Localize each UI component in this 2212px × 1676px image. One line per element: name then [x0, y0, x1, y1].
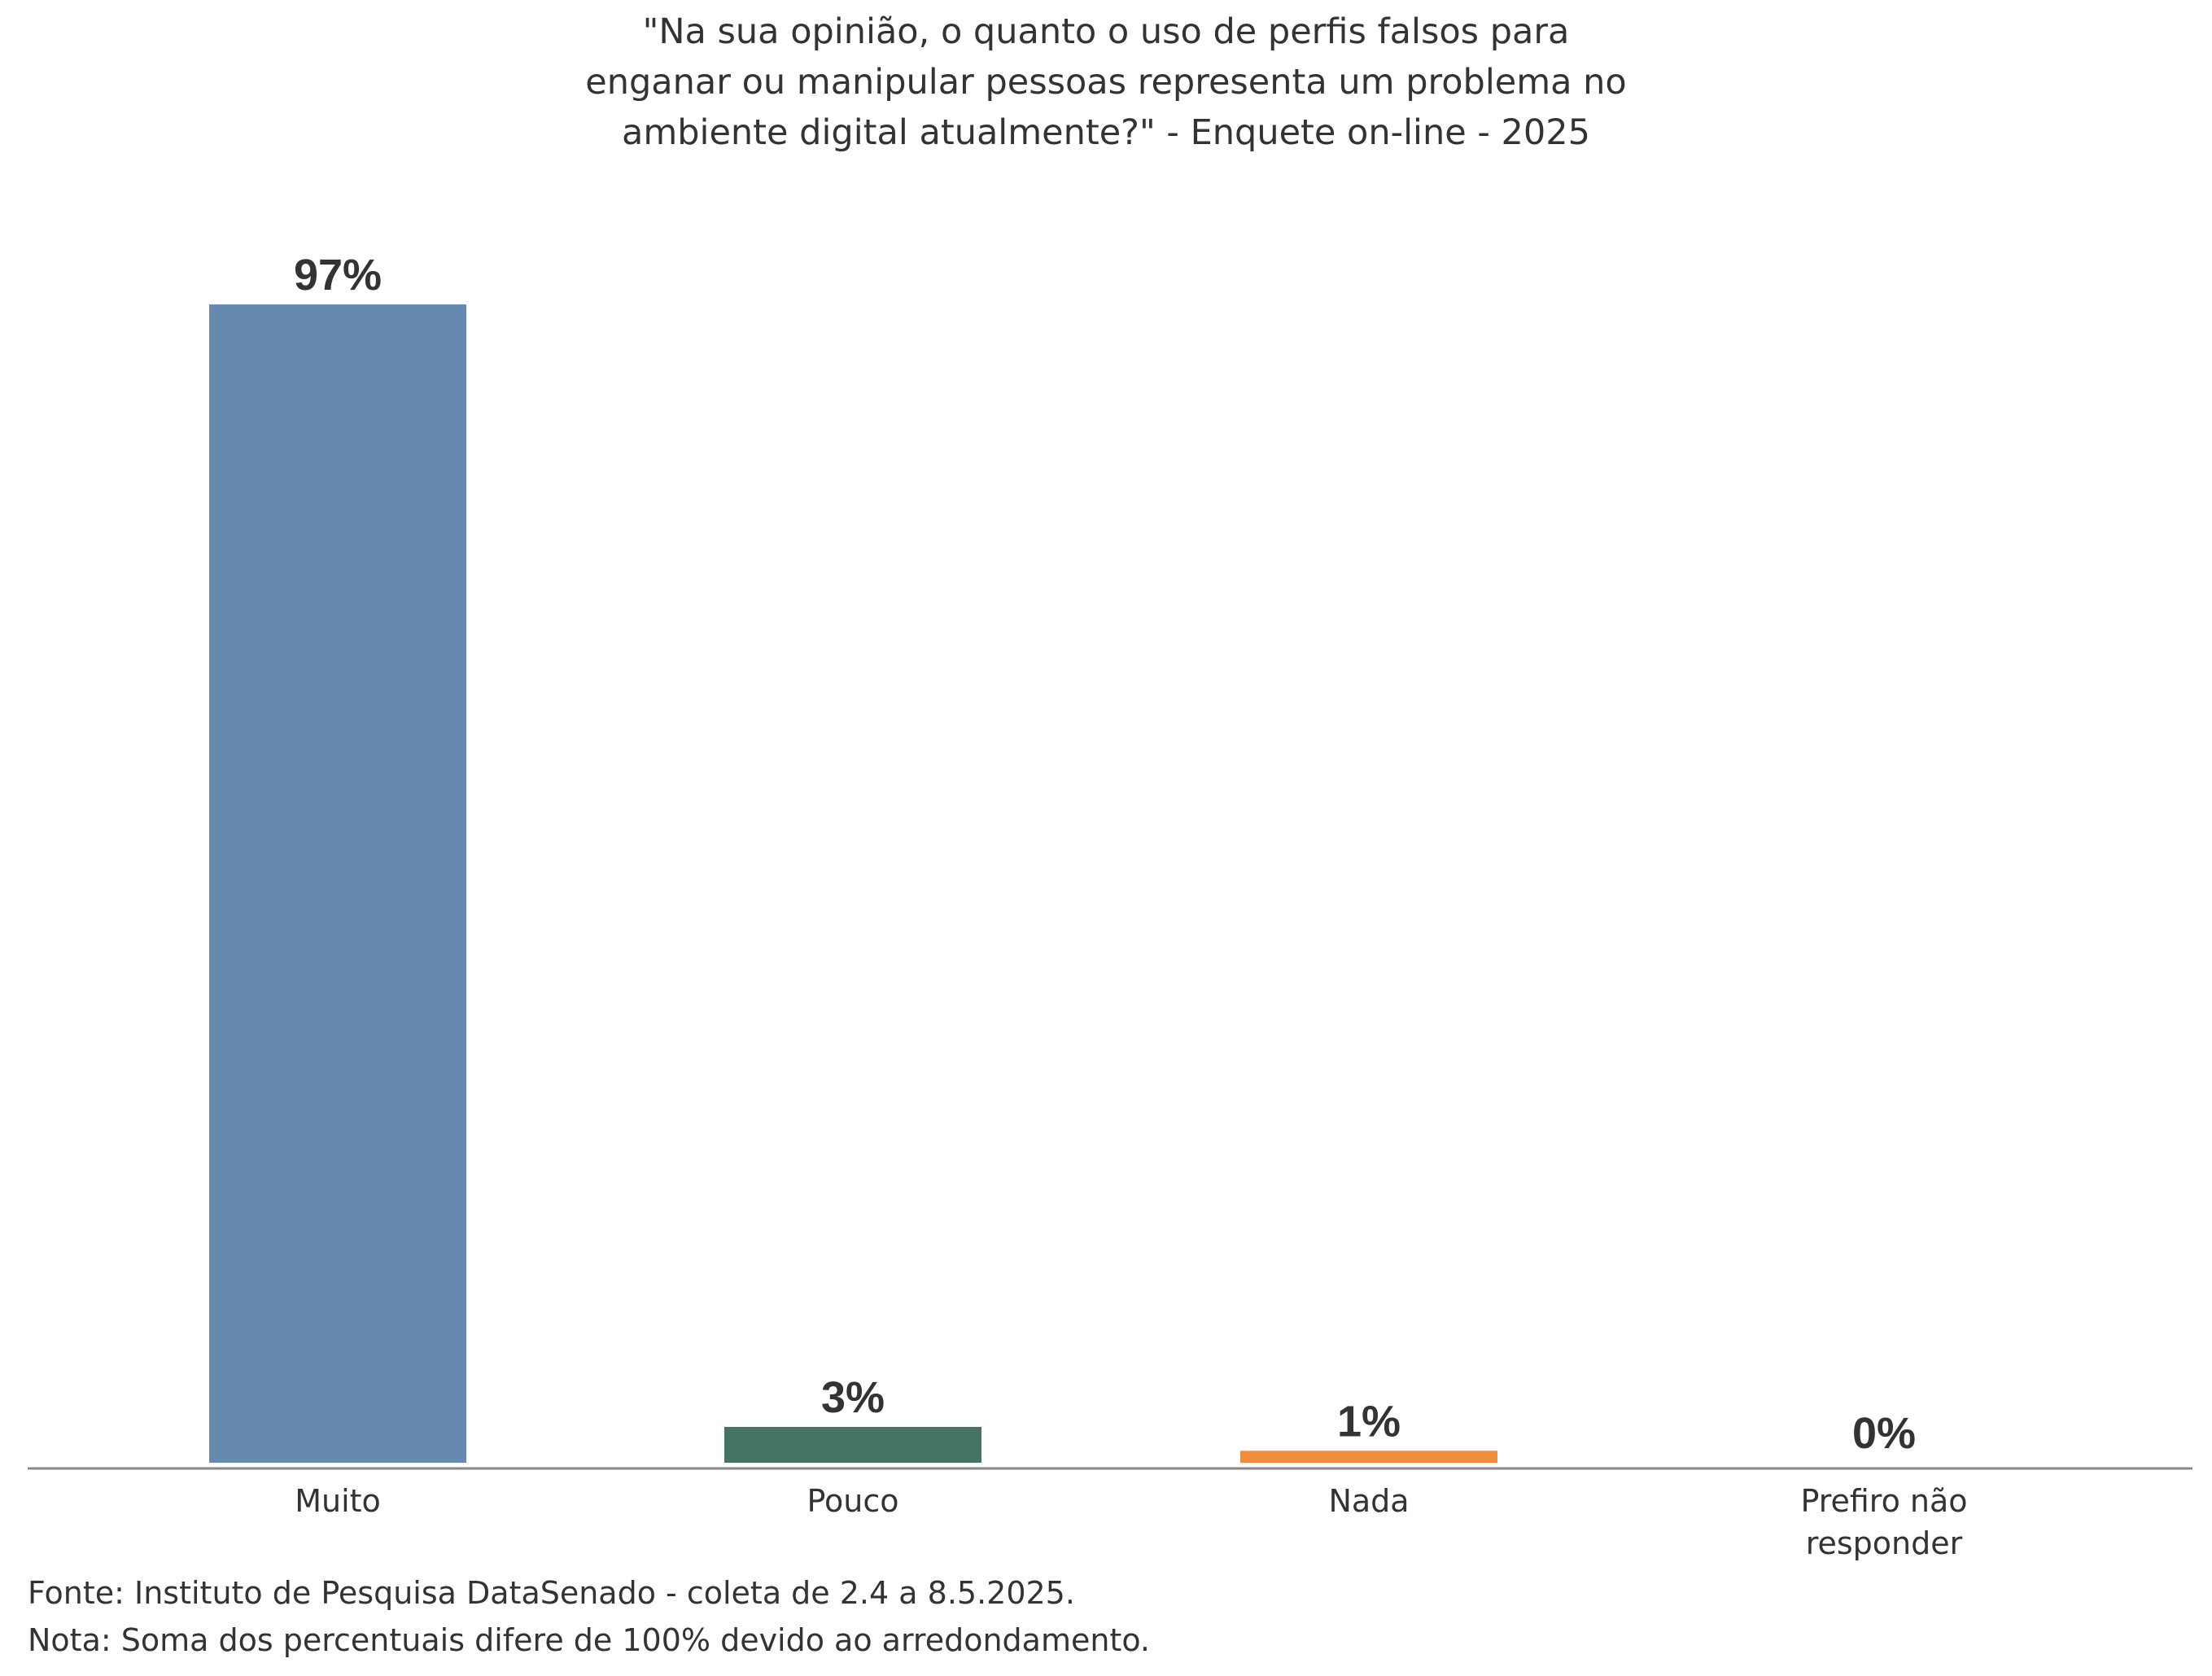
bar-2 [1240, 1451, 1497, 1463]
bar-1 [724, 1426, 981, 1463]
data-label-2: 1% [1337, 1397, 1401, 1446]
category-label-2: Nada [1328, 1483, 1409, 1519]
bar-chart: 97% Muito 3% Pouco 1% Nada 0% Prefiro não respon… [28, 251, 2192, 1561]
category-label-1: Pouco [807, 1483, 898, 1519]
source-note: Fonte: Instituto de Pesquisa DataSenado … [28, 1575, 1075, 1611]
category-label-3-line-0: Prefiro não [1800, 1483, 1967, 1519]
rounding-note: Nota: Soma dos percentuais difere de 100… [28, 1622, 1150, 1658]
chart-title-line-2: enganar ou manipular pessoas representa … [585, 62, 1627, 103]
category-label-0: Muito [295, 1483, 381, 1519]
footnotes: Fonte: Instituto de Pesquisa DataSenado … [28, 1569, 1150, 1664]
chart-title-line-3: ambiente digital atualmente?" - Enquete … [622, 112, 1590, 153]
chart-title: "Na sua opinião, o quanto o uso de perfi… [0, 7, 2212, 158]
bar-0 [209, 304, 466, 1463]
chart-title-line-1: "Na sua opinião, o quanto o uso de perfi… [642, 11, 1570, 52]
data-label-3: 0% [1852, 1409, 1916, 1458]
data-label-1: 3% [821, 1373, 885, 1422]
data-label-0: 97% [294, 251, 382, 300]
category-label-3-line-1: responder [1806, 1525, 1963, 1561]
